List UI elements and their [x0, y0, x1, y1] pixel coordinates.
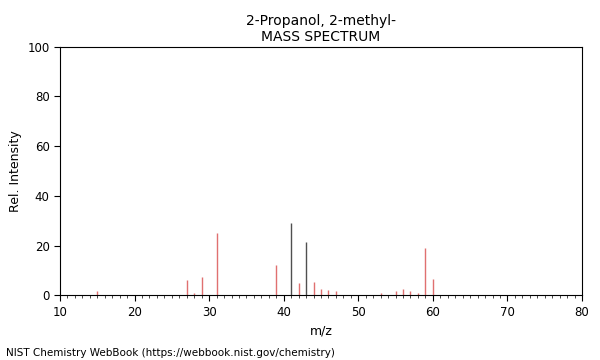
- Text: NIST Chemistry WebBook (https://webbook.nist.gov/chemistry): NIST Chemistry WebBook (https://webbook.…: [6, 348, 335, 358]
- Title: 2-Propanol, 2-methyl-
MASS SPECTRUM: 2-Propanol, 2-methyl- MASS SPECTRUM: [246, 14, 396, 44]
- Y-axis label: Rel. Intensity: Rel. Intensity: [9, 130, 22, 212]
- X-axis label: m/z: m/z: [310, 324, 332, 337]
